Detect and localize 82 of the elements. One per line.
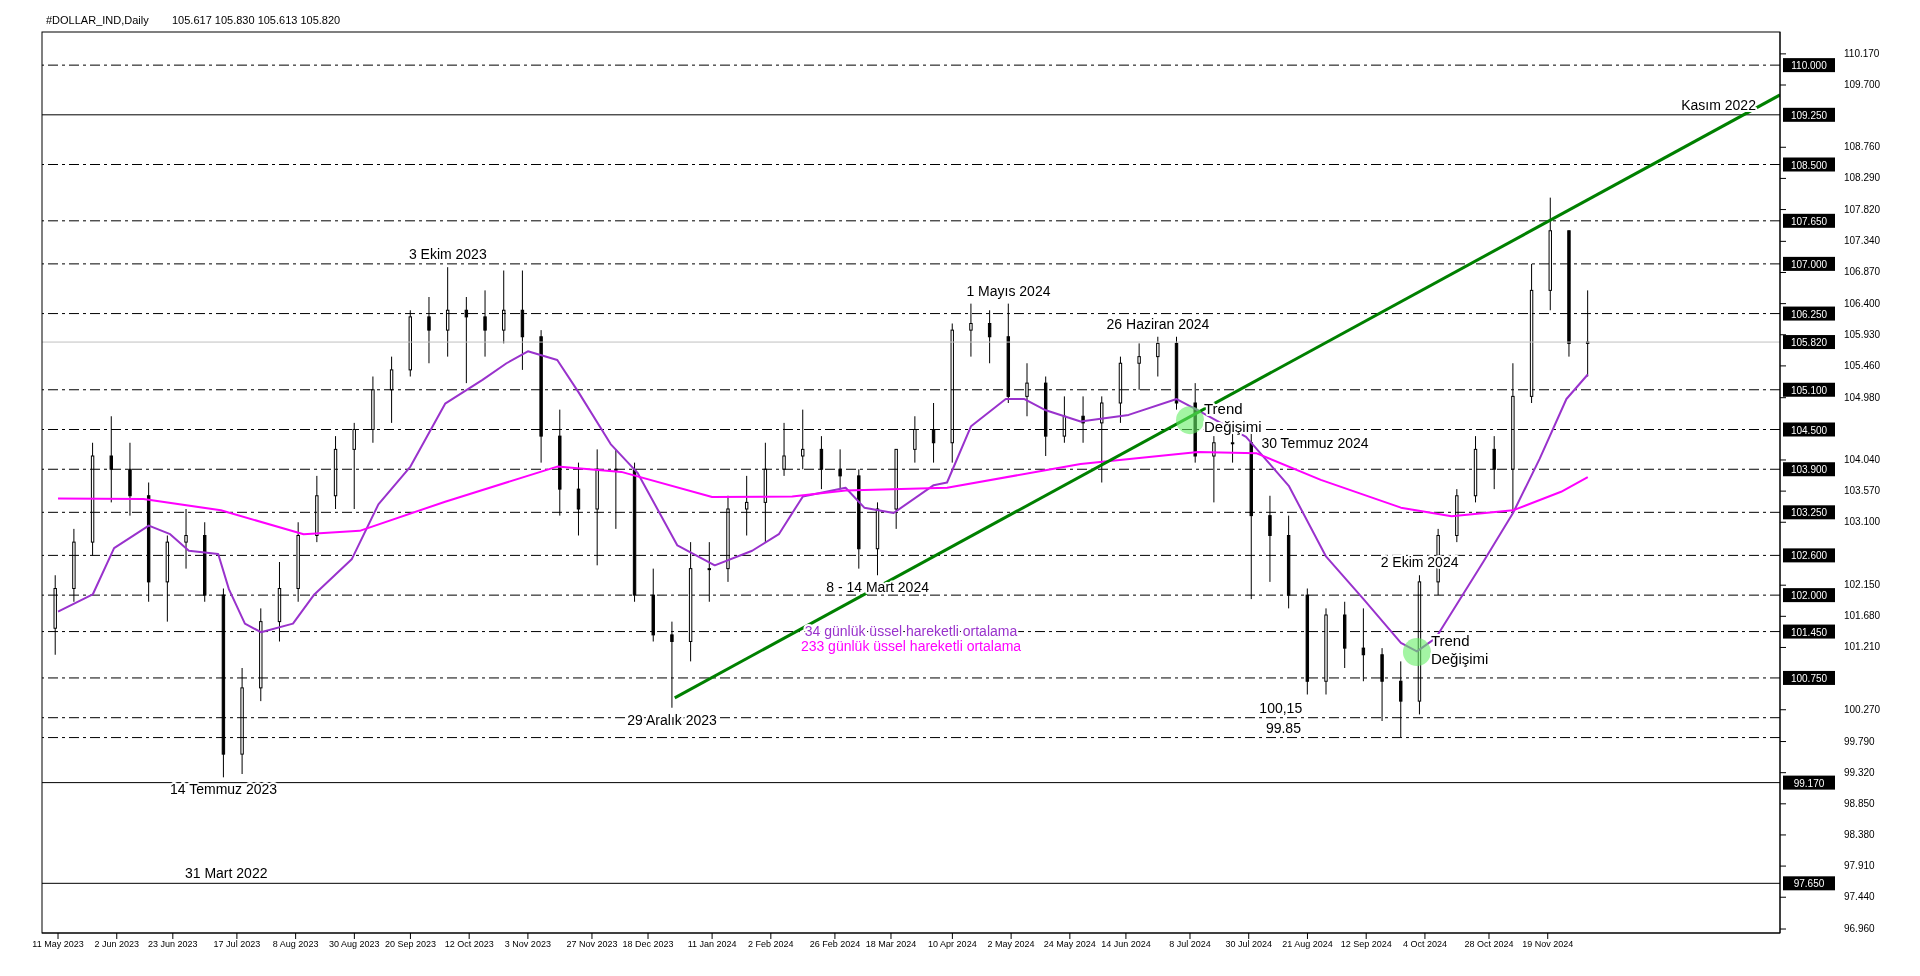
ref-line-label: 107.000 [1790,258,1828,270]
annotation: 26 Haziran 2024 [1106,315,1210,332]
x-tick-label: 30 Jul 2024 [1225,939,1272,950]
y-tick-label: 107.340 [1844,235,1881,247]
x-tick-label: 12 Oct 2023 [444,939,494,950]
ref-line-label: 107.650 [1790,215,1828,227]
annotation: Trend Değişimi [1430,632,1489,668]
ref-line-label: 101.450 [1790,626,1828,638]
ref-line-label: 109.250 [1790,109,1828,121]
x-tick-label: 3 Nov 2023 [504,939,551,950]
y-tick-label: 101.210 [1844,641,1881,653]
ref-line-label: 108.500 [1790,159,1828,171]
ref-line-label: 110.000 [1791,60,1828,72]
annotation: 30 Temmuz 2024 [1261,434,1369,451]
x-tick-label: 2 Jun 2023 [94,939,140,950]
annotation: 100,15 [1259,699,1303,716]
annotation: 1 Mayıs 2024 [966,282,1051,299]
x-tick-label: 4 Oct 2024 [1402,939,1447,950]
y-tick-label: 98.850 [1844,797,1876,809]
y-tick-label: 103.570 [1844,485,1881,497]
ref-line-label: 102.000 [1790,590,1828,602]
annotation: 99.85 [1265,719,1302,736]
y-tick-label: 104.980 [1844,391,1881,403]
chart-title: #DOLLAR_IND,Daily [46,14,150,26]
ref-line-label: 105.100 [1790,384,1828,396]
y-tick-label: 105.460 [1844,359,1881,371]
y-tick-label: 103.100 [1844,516,1881,528]
x-tick-label: 23 Jun 2023 [148,939,198,950]
x-tick-label: 2 May 2024 [987,939,1035,950]
x-tick-label: 27 Nov 2023 [566,939,618,950]
y-tick-label: 99.320 [1844,766,1876,778]
y-tick-label: 108.290 [1844,172,1881,184]
x-tick-label: 28 Oct 2024 [1464,939,1514,950]
candlestick [1156,336,1160,377]
x-tick-label: 8 Aug 2023 [272,939,319,950]
ref-line-label: 100.750 [1790,672,1828,684]
x-tick-label: 11 Jan 2024 [687,939,737,950]
ref-line-label: 106.250 [1790,308,1828,320]
y-tick-label: 109.700 [1844,79,1881,90]
x-tick-label: 30 Aug 2023 [329,939,380,950]
y-tick-label: 107.820 [1844,203,1881,215]
x-tick-label: 18 Dec 2023 [622,939,674,950]
y-tick-label: 97.910 [1844,860,1876,872]
annotation: 3 Ekim 2023 [408,246,487,263]
x-tick-label: 18 Mar 2024 [865,939,917,950]
x-tick-label: 2 Feb 2024 [748,939,794,950]
ref-line-label: 104.500 [1790,424,1828,436]
x-tick-label: 8 Jul 2024 [1169,939,1211,950]
annotation: 31 Mart 2022 [184,865,268,882]
ref-line-label: 103.250 [1790,507,1828,519]
y-tick-label: 102.150 [1844,579,1881,591]
x-tick-label: 26 Feb 2024 [809,939,861,950]
x-tick-label: 21 Aug 2024 [1282,939,1333,950]
x-tick-label: 24 May 2024 [1043,939,1096,950]
ref-line-label: 97.650 [1793,878,1825,890]
y-tick-label: 106.400 [1844,297,1881,309]
ref-line-label: 102.600 [1790,550,1828,562]
y-tick-label: 106.870 [1844,266,1881,278]
x-tick-label: 10 Apr 2024 [928,939,977,950]
y-tick-label: 110.170 [1844,47,1880,59]
x-tick-label: 17 Jul 2023 [213,939,261,950]
y-tick-label: 104.040 [1844,453,1881,465]
y-tick-label: 100.270 [1844,703,1881,715]
x-tick-label: 11 May 2023 [32,939,84,950]
y-tick-label: 105.930 [1844,328,1881,340]
annotation: 14 Temmuz 2023 [169,781,278,798]
y-tick-label: 99.790 [1844,735,1876,747]
x-tick-label: 14 Jun 2024 [1101,939,1151,950]
y-tick-label: 98.380 [1844,828,1876,840]
y-tick-label: 101.680 [1844,610,1881,622]
line-series [57,451,1589,536]
ref-line-label: 105.820 [1790,337,1828,349]
x-tick-label: 12 Sep 2024 [1340,939,1392,950]
y-tick-label: 97.440 [1844,891,1876,903]
chart-subtitle: 105.617 105.830 105.613 105.820 [172,14,341,26]
ref-line-label: 99.170 [1793,777,1825,789]
x-tick-label: 20 Sep 2023 [384,939,436,950]
y-tick-label: 96.960 [1844,923,1876,935]
y-tick-label: 108.760 [1844,141,1881,153]
ref-line-label: 103.900 [1790,464,1828,476]
x-tick-label: 19 Nov 2024 [1522,939,1574,950]
annotation: Kasım 2022 [1681,96,1757,113]
